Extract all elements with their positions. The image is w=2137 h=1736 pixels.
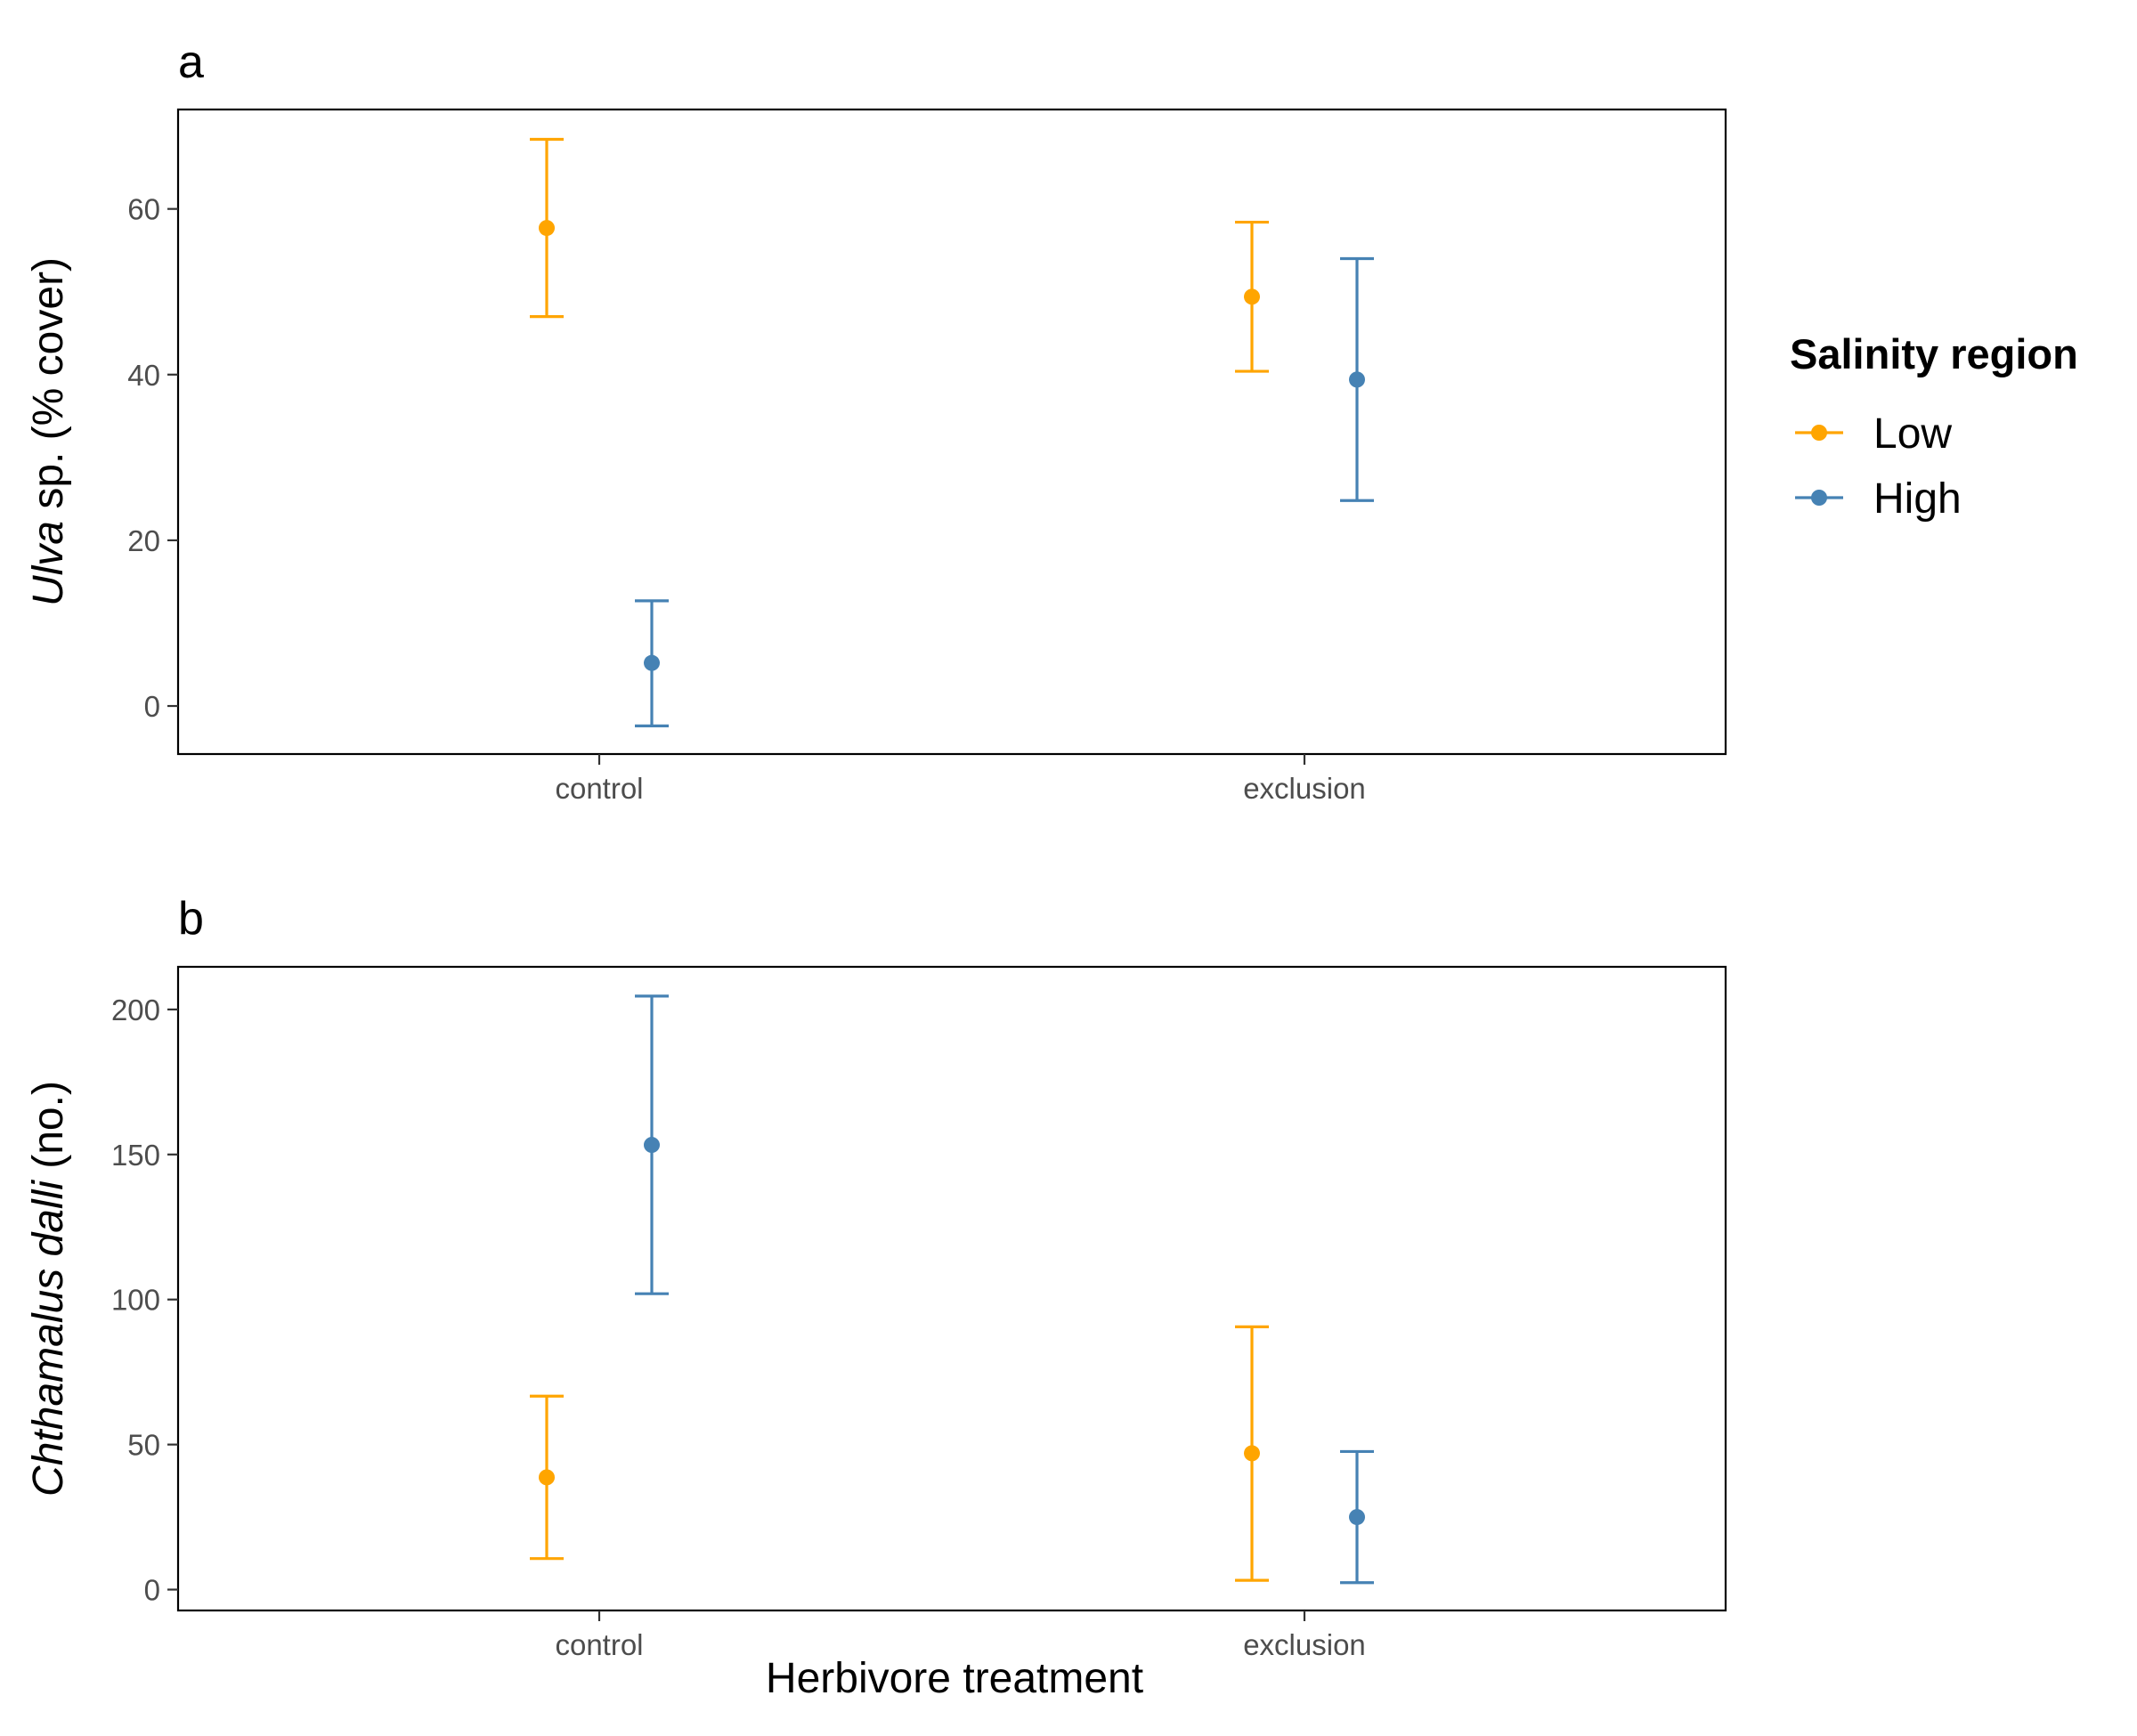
y-axis-title: Chthamalus dalli (no.) [25,1081,72,1497]
legend-title: Salinity region [1790,330,2078,377]
data-point-low [539,1469,555,1486]
y-tick-label: 40 [127,359,160,392]
x-tick-label: control [555,772,643,805]
panel-a: a 0 20 40 60 control exclusion Ulva sp. (% cove… [25,37,1727,805]
panel-label: a [178,37,204,88]
data-point-high [644,654,660,671]
legend-key-point [1811,490,1827,506]
data-point-high [644,1137,660,1154]
legend-label: Low [1873,410,1952,458]
legend-item-high: High [1795,475,1962,523]
legend-items: Low High [1795,410,1962,523]
x-tick-label: control [555,1628,643,1661]
y-tick-label: 60 [127,193,160,226]
data-point-low [1244,1445,1260,1462]
data-point-high [1349,371,1365,388]
panels: a 0 20 40 60 control exclusion Ulva sp. (% cove… [25,37,1727,1661]
y-tick-label: 20 [127,524,160,557]
legend: Salinity region Low High [1790,330,2078,523]
y-tick-label: 0 [144,1574,160,1607]
panel-label: b [178,893,204,945]
y-tick-label: 100 [111,1284,160,1317]
y-axis-title-rest: (no.) [25,1081,72,1180]
panel-border [176,965,1727,1612]
y-axis-title: Ulva sp. (% cover) [25,257,72,606]
panel-b: b 0 50 100 150 200 control exclusion Chthamalus … [25,893,1727,1661]
y-tick-label: 200 [111,994,160,1026]
data-point-high [1349,1509,1365,1526]
y-tick-label: 50 [127,1429,160,1462]
y-tick-label: 150 [111,1139,160,1172]
y-axis-title-italic: Ulva [25,521,72,606]
x-tick-label: exclusion [1243,772,1366,805]
panel-border [176,108,1727,756]
legend-item-low: Low [1795,410,1952,458]
x-axis-title: Herbivore treatment [766,1655,1143,1702]
legend-label: High [1873,475,1962,523]
x-tick-label: exclusion [1243,1628,1366,1661]
y-axis-title-rest: sp. (% cover) [25,257,72,521]
y-tick-label: 0 [144,690,160,723]
y-axis-title-italic: Chthamalus dalli [25,1180,72,1497]
legend-key-point [1811,425,1827,441]
data-point-low [539,220,555,237]
data-point-low [1244,288,1260,305]
